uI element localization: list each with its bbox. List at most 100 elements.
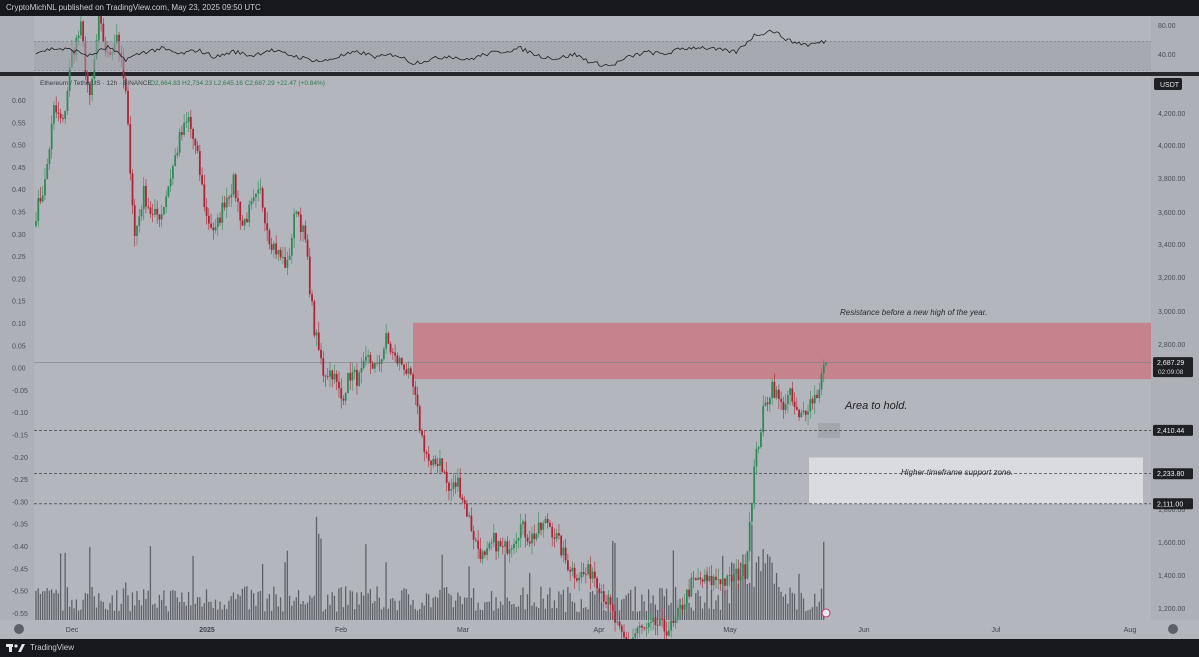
candle-body <box>308 256 311 295</box>
candle-body <box>688 589 690 597</box>
scroll-left-handle[interactable] <box>14 624 24 634</box>
volume-bar <box>181 592 183 620</box>
volume-bar <box>116 590 118 620</box>
volume-bar <box>266 598 268 620</box>
volume-bar <box>118 610 120 620</box>
volume-bar <box>66 587 69 620</box>
candle-body <box>661 618 664 620</box>
candle-body <box>600 591 603 594</box>
volume-bar <box>273 586 275 620</box>
candle-body <box>641 625 643 628</box>
volume-bar <box>223 604 226 620</box>
candle-body <box>277 250 280 255</box>
volume-bar <box>201 606 203 620</box>
volume-bar <box>811 607 814 620</box>
candle-body <box>183 122 186 135</box>
volume-bar <box>706 571 708 620</box>
left-axis-tick: 0.40 <box>12 187 26 194</box>
candle-body <box>569 569 572 572</box>
candle-body <box>486 548 489 555</box>
candle-body <box>589 564 592 579</box>
left-axis-tick: -0.10 <box>12 410 28 417</box>
candle-body <box>780 398 783 402</box>
volume-bar <box>446 587 448 620</box>
candle-body <box>652 617 655 622</box>
candle-body <box>91 78 94 95</box>
candle-body <box>149 207 152 214</box>
right-axis-tick: 2,800.00 <box>1158 342 1185 349</box>
candle-body <box>203 184 206 207</box>
candle-body <box>295 211 298 214</box>
candle-body <box>692 577 695 579</box>
candle-body <box>131 173 134 206</box>
lightning-icon[interactable] <box>821 608 831 618</box>
candle-body <box>748 521 751 552</box>
volume-bar <box>695 592 697 620</box>
right-axis-tick: 4,000.00 <box>1158 143 1185 150</box>
candle-body <box>782 401 785 410</box>
volume-bar <box>174 590 176 620</box>
publisher-text: CryptoMichNL published on TradingView.co… <box>6 3 261 12</box>
candle-body <box>634 633 637 638</box>
scroll-right-handle[interactable] <box>1168 624 1178 634</box>
volume-bar <box>737 583 740 620</box>
volume-bar <box>591 591 594 620</box>
volume-bar <box>185 605 187 620</box>
volume-bar <box>434 596 437 620</box>
candle-body <box>50 123 53 150</box>
volume-bar <box>567 587 569 620</box>
support-zone <box>809 457 1143 504</box>
volume-bar <box>609 611 612 620</box>
volume-bar <box>172 589 174 620</box>
candle-body <box>488 543 491 549</box>
candle-body <box>373 362 376 369</box>
candle-body <box>537 522 540 534</box>
candle-body <box>659 618 661 626</box>
candle-body <box>360 367 363 373</box>
left-axis-tick: 0.55 <box>12 120 26 127</box>
price-chart[interactable]: 0.60 0.55 0.50 0.45 0.40 0.35 0.30 0.25 0.20 0.15… <box>0 16 1199 639</box>
volume-bar <box>315 516 318 620</box>
candle-body <box>499 541 502 547</box>
candle-body <box>448 482 450 491</box>
ohlc-line: O2,664.83 H2,734.23 L2,645.16 C2,687.29 … <box>150 80 325 87</box>
volume-bar <box>275 594 277 620</box>
volume-bar <box>371 603 374 620</box>
currency-badge[interactable] <box>1154 78 1182 90</box>
volume-bar <box>392 597 394 620</box>
candle-body <box>524 521 527 538</box>
candle-body <box>786 395 789 405</box>
candle-body <box>690 577 693 597</box>
time-axis-pane <box>0 620 1199 639</box>
candle-body <box>275 243 278 255</box>
volume-bar <box>145 599 147 620</box>
price-label-box <box>1153 498 1193 510</box>
time-axis-tick: Mar <box>457 627 470 634</box>
candle-body <box>317 332 320 350</box>
volume-bar <box>398 600 401 620</box>
time-axis-tick: Aug <box>1124 627 1137 634</box>
candle-body <box>266 223 269 231</box>
candle-body <box>362 360 365 368</box>
volume-bar <box>252 593 255 620</box>
volume-bar <box>755 562 758 620</box>
candle-body <box>207 215 210 224</box>
volume-bar <box>219 601 221 620</box>
candle-body <box>259 188 262 190</box>
volume-bar <box>327 594 329 620</box>
candle-body <box>445 471 448 483</box>
volume-bar <box>156 607 158 620</box>
candle-body <box>643 627 646 629</box>
candle-body <box>430 460 432 466</box>
volume-bar <box>715 600 717 620</box>
tradingview-logo-icon <box>6 644 25 652</box>
candle-body <box>391 352 394 354</box>
volume-bar <box>461 604 464 620</box>
candle-body <box>775 389 778 398</box>
candle-body <box>802 410 805 413</box>
candle-body <box>418 406 421 431</box>
candle-body <box>575 578 578 581</box>
volume-bar <box>378 597 380 620</box>
volume-bar <box>753 586 755 620</box>
volume-bar <box>665 588 668 620</box>
